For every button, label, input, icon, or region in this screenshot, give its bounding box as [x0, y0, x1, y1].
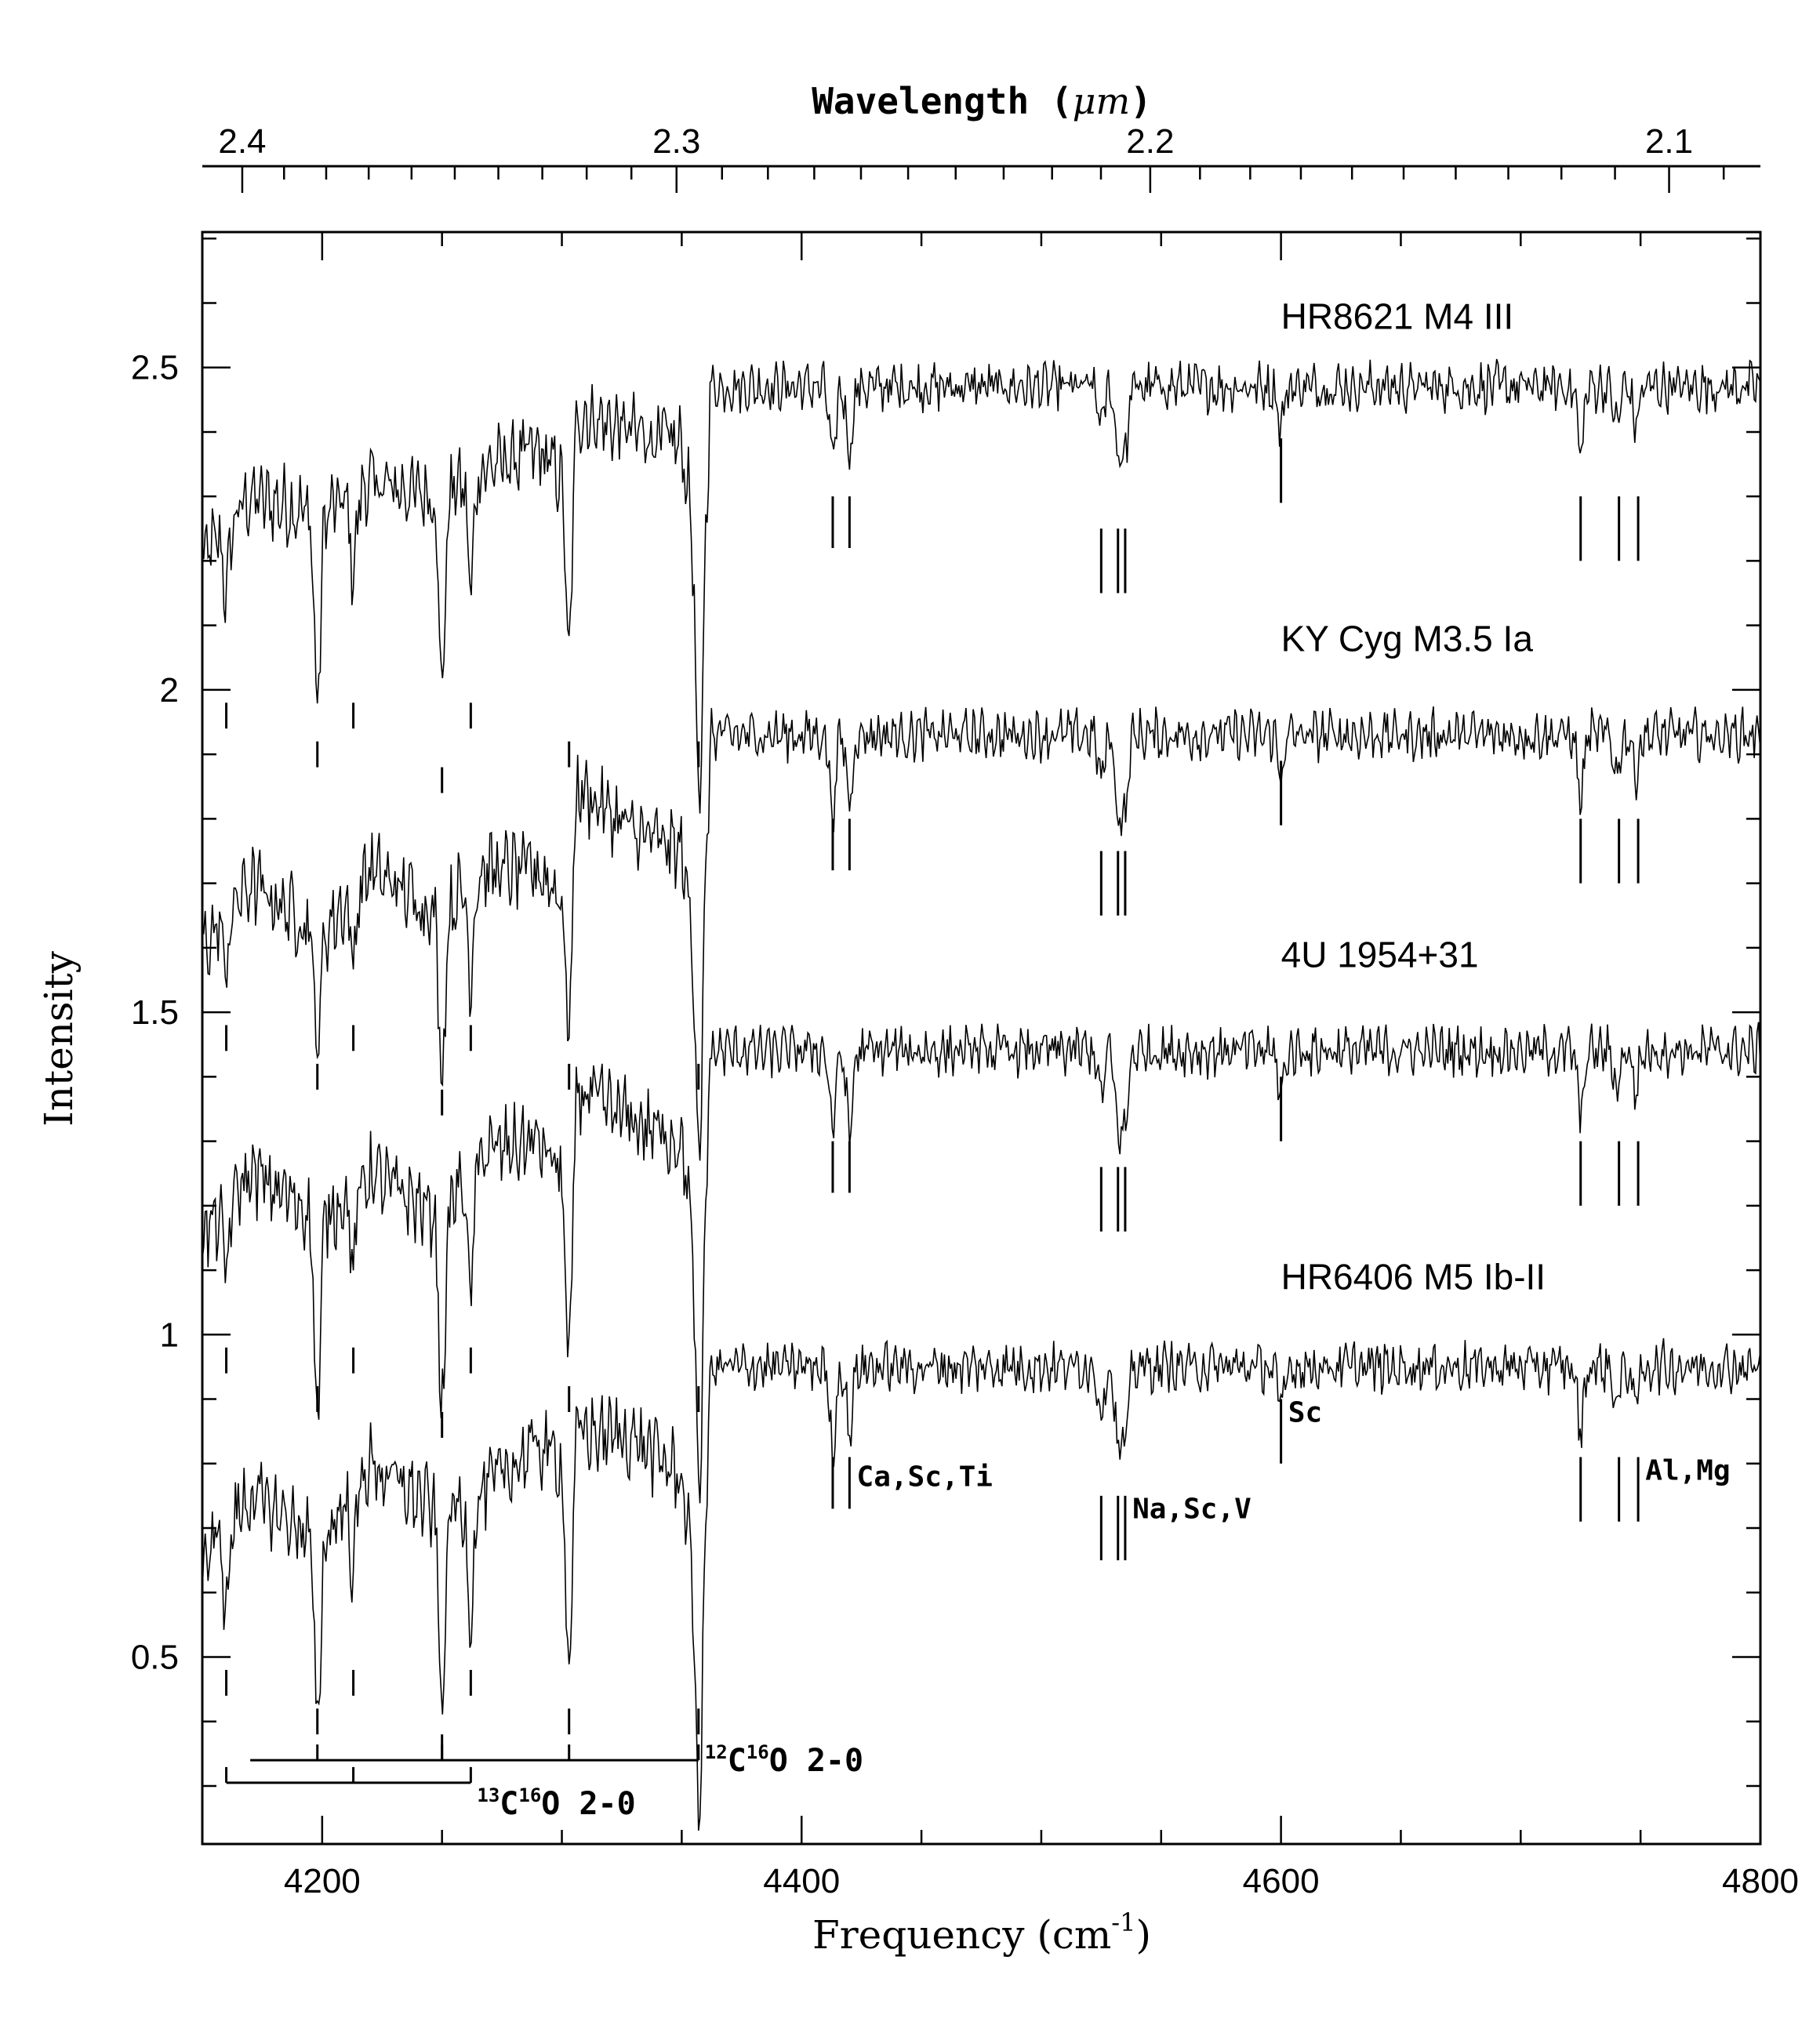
axis-ticks [201, 166, 1762, 1844]
spectrum-line [202, 706, 1761, 1161]
wavelength-tick-label: 2.1 [1645, 122, 1693, 161]
series-label: 4U 1954+31 [1281, 935, 1479, 975]
series-label: KY Cyg M3.5 Ia [1281, 619, 1534, 659]
y-tick-label: 0.5 [131, 1639, 179, 1677]
wavelength-tick-label: 2.2 [1126, 122, 1174, 161]
series-label: HR8621 M4 III [1281, 296, 1514, 336]
series-label: HR6406 M5 Ib-II [1281, 1257, 1546, 1298]
y-tick-label: 1.5 [131, 993, 179, 1032]
y-tick-label: 2 [160, 671, 179, 710]
annotations: HR8621 M4 III KY Cyg M3.5 Ia 4U 1954+31 HR6… [477, 296, 1730, 1822]
spectrum-line [202, 358, 1761, 814]
spectra-series [202, 358, 1761, 1831]
spectrum-line [202, 1338, 1761, 1831]
co-12-label: 12C16O 2-0 [705, 1741, 863, 1779]
atomic-line-label: Al,Mg [1645, 1454, 1730, 1486]
axis-tick-labels: 4200 4400 4600 4800 0.5 1 1.5 2 2.5 2.4 2.3 2.2 2.1 [131, 122, 1799, 1900]
wavelength-tick-label: 2.4 [218, 122, 266, 161]
plot-border [201, 230, 1762, 1846]
y-tick-label: 1 [160, 1316, 179, 1354]
x-tick-label: 4800 [1722, 1862, 1799, 1900]
y-tick-label: 2.5 [131, 349, 179, 387]
x-tick-label: 4600 [1243, 1862, 1320, 1900]
atomic-line-label: Ca,Sc,Ti [857, 1461, 993, 1494]
wavelength-tick-label: 2.3 [652, 122, 700, 161]
x-axis-label: Frequency (cm-1) [812, 1908, 1151, 1958]
atomic-line-label: Na,Sc,V [1132, 1494, 1251, 1526]
x-tick-label: 4200 [284, 1862, 361, 1900]
x-tick-label: 4400 [763, 1862, 840, 1900]
atomic-line-label: Sc [1288, 1396, 1322, 1428]
spectrum-line [202, 1022, 1761, 1504]
y-axis-label: Intensity [36, 950, 82, 1127]
co-13-label: 13C16O 2-0 [477, 1784, 635, 1822]
plot-frame [201, 165, 1762, 1846]
top-axis-label: Wavelength (μm) [812, 80, 1152, 122]
line-identification-markers [225, 438, 1640, 1784]
